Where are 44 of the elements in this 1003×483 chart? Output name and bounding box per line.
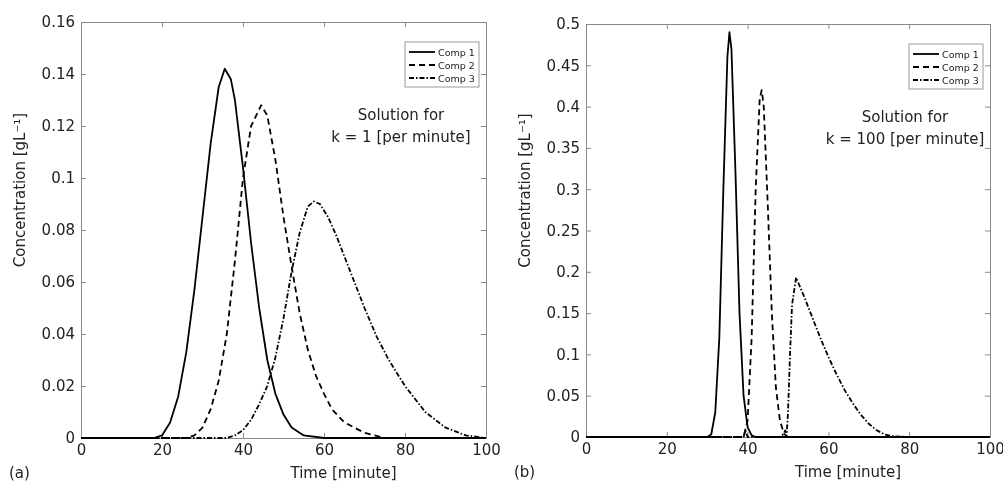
x-tick-label: 0 (581, 439, 592, 458)
y-tick-label: 0.05 (546, 387, 580, 405)
x-tick-label: 40 (738, 439, 758, 458)
x-tick-label: 20 (657, 439, 677, 458)
y-tick-label: 0.14 (41, 65, 75, 84)
x-axis-title: Time [minute] (289, 464, 397, 482)
y-tick-label: 0.16 (41, 13, 75, 32)
y-tick-label: 0.2 (556, 263, 580, 282)
y-tick-label: 0.25 (546, 221, 580, 240)
text: (b) (514, 463, 536, 481)
y-tick-label: 0.4 (556, 97, 580, 116)
y-tick-label: 0.5 (556, 15, 580, 34)
legend-label: Comp 2 (438, 59, 475, 71)
y-tick-label: 0.1 (51, 169, 75, 188)
y-axis-title: Concentration [gL⁻¹] (11, 112, 29, 268)
x-tick-label: 40 (233, 440, 254, 459)
y-axis-title: Concentration [gL⁻¹] (516, 113, 534, 268)
x-tick-label: 0 (76, 440, 87, 459)
y-tick-label: 0.3 (556, 180, 580, 199)
y-tick-label: 0.04 (41, 325, 75, 344)
legend-label: Comp 2 (942, 61, 979, 73)
text: (a) (9, 464, 30, 482)
legend-label: Comp 3 (438, 72, 475, 84)
x-tick-label: 80 (395, 440, 416, 459)
x-tick-label: 80 (900, 439, 920, 458)
y-tick-label: 0.08 (41, 221, 75, 240)
y-tick-label: 0.06 (41, 273, 75, 292)
annotation: Solution for k = 1 [per minute] (331, 106, 471, 146)
legend-label: Comp 1 (438, 46, 475, 58)
y-tick-label: 0.1 (556, 345, 580, 364)
y-tick-label: 0.45 (546, 56, 580, 75)
y-tick-label: 0.35 (546, 139, 580, 158)
annotation: Solution for k = 100 [per minute] (825, 108, 985, 148)
legend-label: Comp 1 (942, 48, 979, 60)
x-tick-label: 100 (472, 440, 501, 459)
y-tick-label: 0.12 (41, 117, 75, 136)
x-tick-label: 60 (819, 439, 839, 458)
x-tick-label: 100 (976, 439, 1003, 458)
y-tick-label: 0.15 (546, 304, 580, 323)
y-tick-label: 0.02 (41, 377, 75, 396)
x-tick-label: 20 (152, 440, 173, 459)
legend-label: Comp 3 (942, 74, 979, 86)
x-axis-title: Time [minute] (793, 463, 902, 481)
x-tick-label: 60 (314, 440, 335, 459)
